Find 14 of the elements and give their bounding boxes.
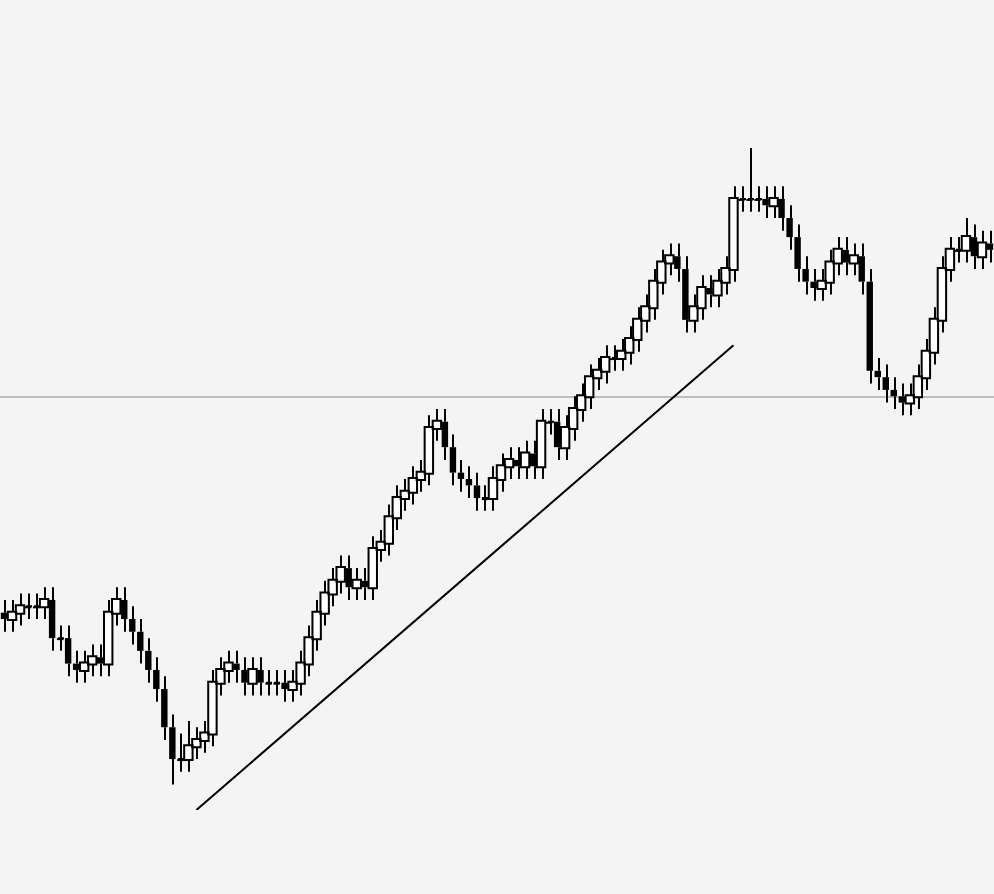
candlestick — [183, 719, 194, 773]
candlestick — [976, 229, 988, 270]
candlestick — [535, 407, 547, 480]
candlestick — [600, 344, 611, 385]
candlestick — [423, 414, 435, 487]
candlestick — [247, 656, 258, 697]
candlestick — [367, 535, 378, 601]
candlestick — [449, 433, 457, 487]
candlestick — [14, 592, 26, 627]
candlestick — [960, 217, 972, 264]
candlestick — [407, 465, 419, 506]
candlestick — [473, 471, 481, 512]
candlestick — [64, 624, 72, 678]
candlestick — [86, 643, 98, 678]
